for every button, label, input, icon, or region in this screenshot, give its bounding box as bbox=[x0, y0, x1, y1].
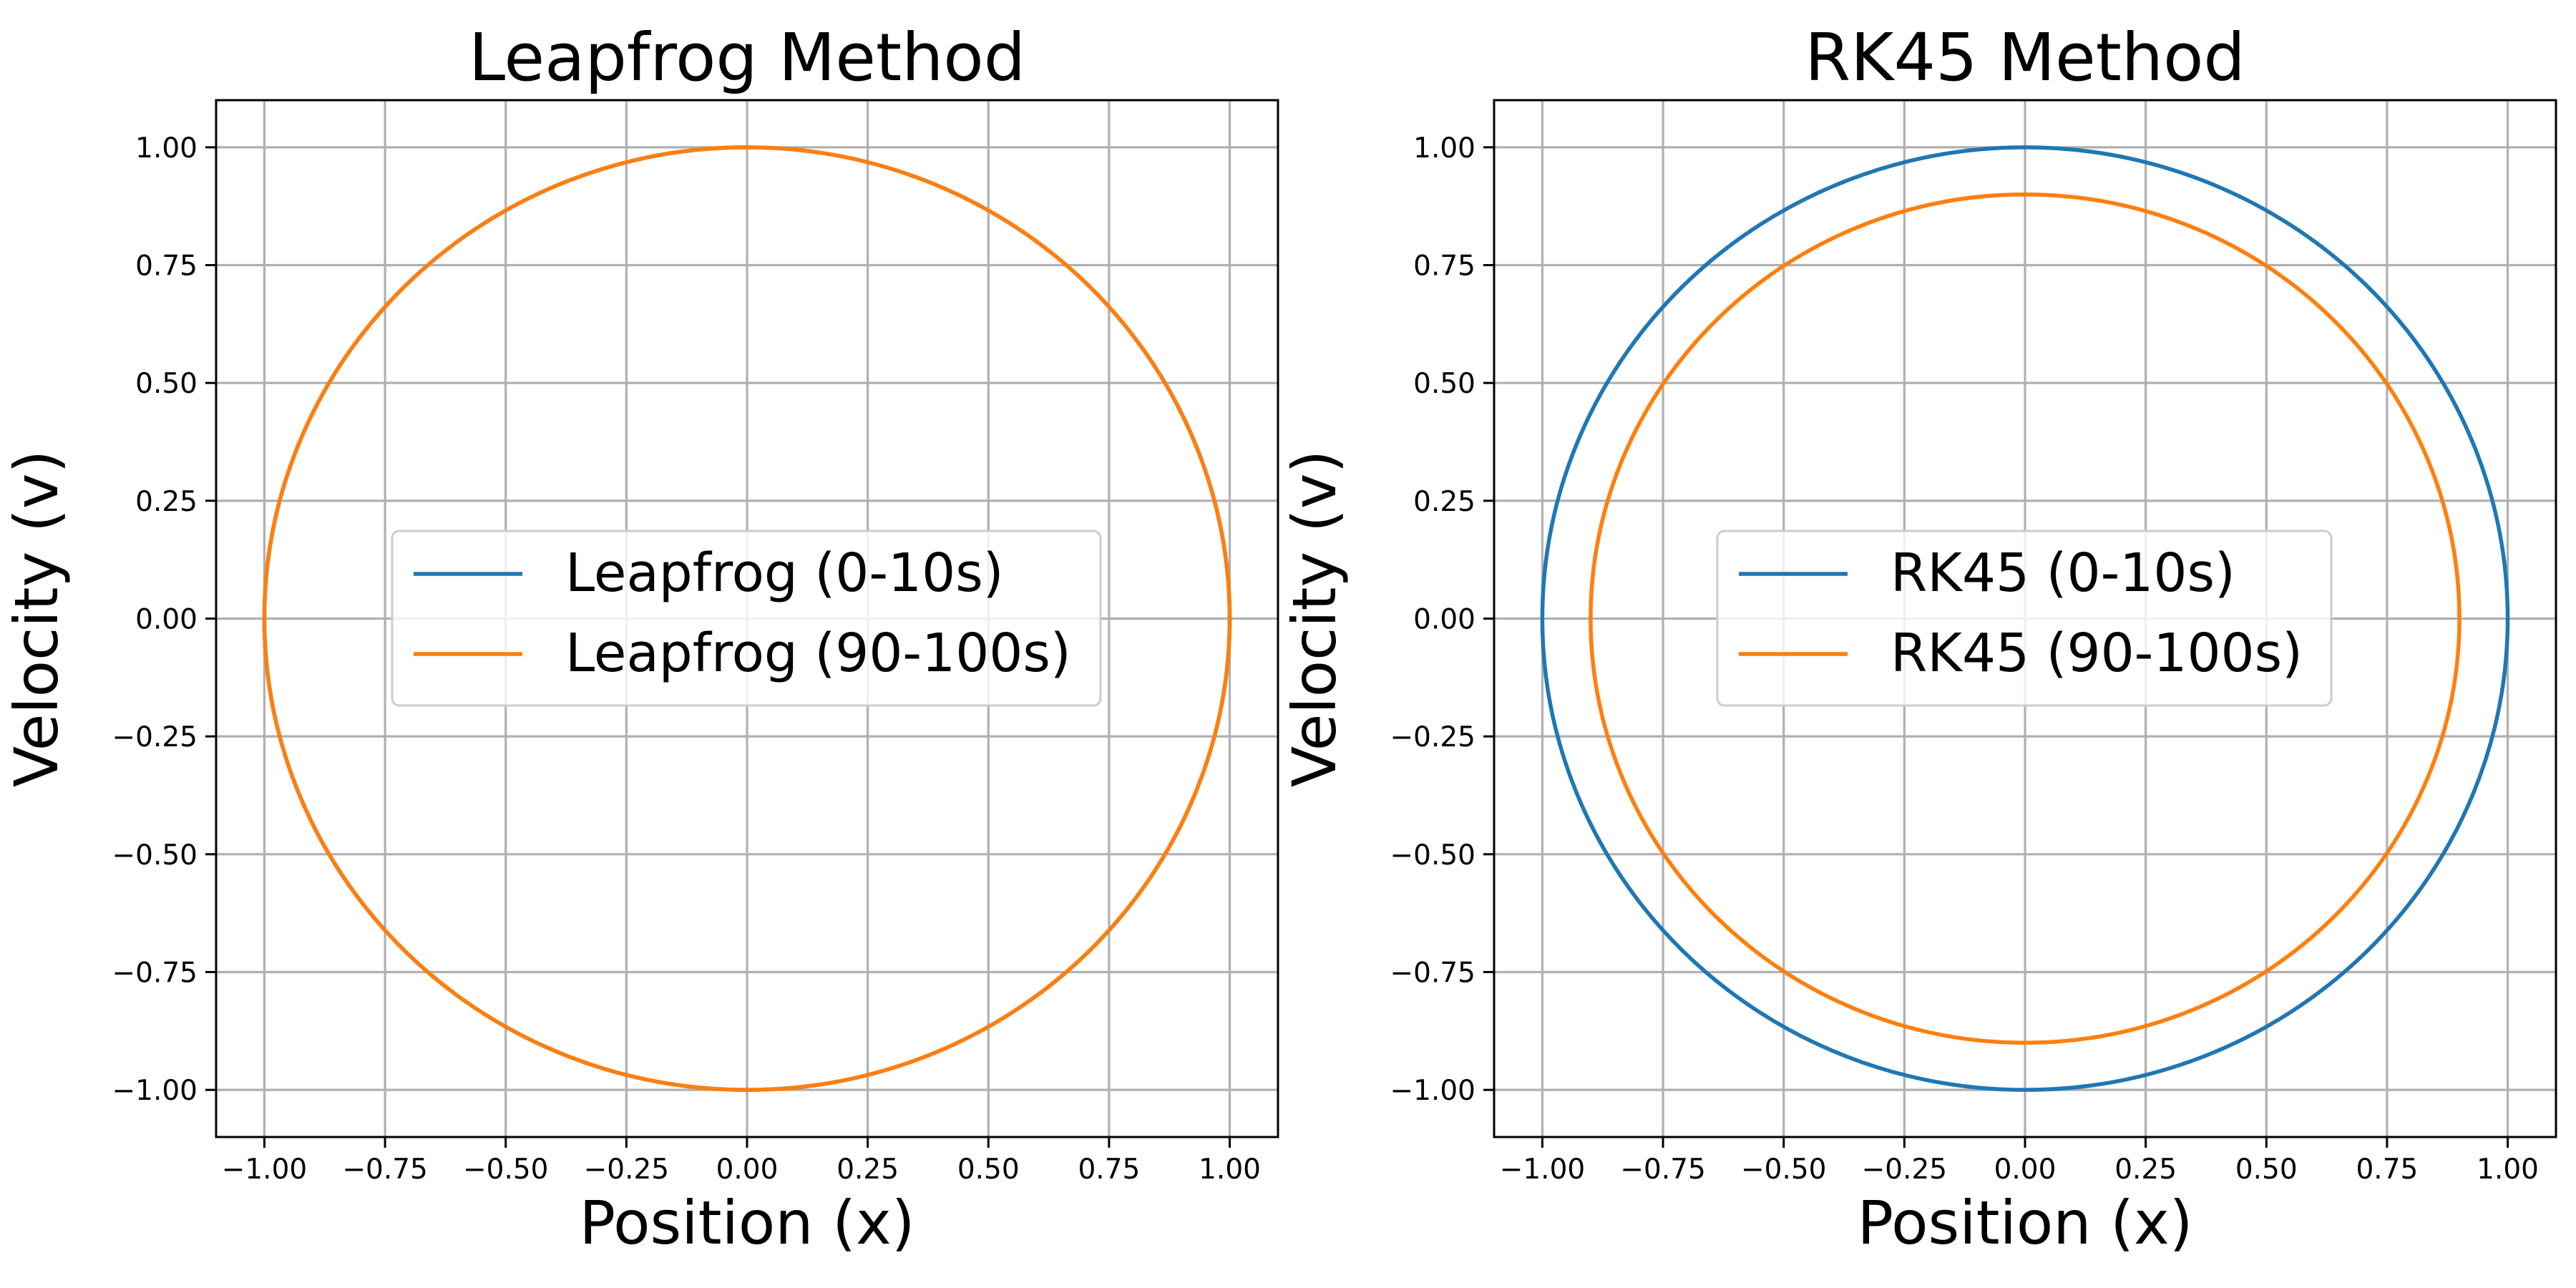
y-axis-label: Velocity (v) bbox=[1, 450, 72, 787]
x-tick-label: 0.00 bbox=[1994, 1153, 2057, 1186]
x-tick-label: 0.50 bbox=[957, 1153, 1020, 1186]
x-tick-label: 0.50 bbox=[2235, 1153, 2298, 1186]
chart-title: Leapfrog Method bbox=[469, 19, 1025, 96]
x-tick-label: −1.00 bbox=[1500, 1153, 1586, 1186]
x-tick-label: 1.00 bbox=[2477, 1153, 2539, 1186]
x-tick-label: 1.00 bbox=[1199, 1153, 1261, 1186]
x-tick-label: −1.00 bbox=[222, 1153, 308, 1186]
legend: Leapfrog (0-10s) Leapfrog (90-100s) bbox=[391, 530, 1102, 707]
legend-label-2: RK45 (90-100s) bbox=[1890, 623, 2303, 684]
y-tick-label: 1.00 bbox=[135, 132, 197, 165]
y-tick-label: 0.50 bbox=[1413, 368, 1475, 400]
y-axis-label: Velocity (v) bbox=[1279, 450, 1350, 787]
y-tick-label: −0.50 bbox=[112, 839, 197, 872]
y-tick-label: 0.25 bbox=[1413, 486, 1475, 518]
panel-2: −1.00 −1.00 −0.75 −0.75 −0.50 −0.50 −0.25 −0.25… bbox=[1279, 19, 2557, 1258]
legend-label-1: RK45 (0-10s) bbox=[1890, 542, 2235, 604]
x-tick-label: 0.00 bbox=[716, 1153, 779, 1186]
y-tick-label: −0.25 bbox=[112, 721, 197, 753]
y-tick-label: 0.00 bbox=[1413, 604, 1475, 636]
x-tick-label: −0.50 bbox=[1741, 1153, 1827, 1186]
legend-box bbox=[391, 530, 1102, 707]
y-tick-label: 0.00 bbox=[135, 604, 197, 636]
y-tick-label: −1.00 bbox=[1390, 1075, 1475, 1107]
x-tick-label: −0.75 bbox=[1620, 1153, 1706, 1186]
x-tick-label: −0.50 bbox=[463, 1153, 549, 1186]
y-tick-label: −0.75 bbox=[1390, 957, 1475, 989]
x-tick-label: −0.75 bbox=[342, 1153, 428, 1186]
series-curve-1 bbox=[1540, 145, 2510, 1092]
series-curve-2 bbox=[1589, 192, 2462, 1045]
panel-1: −1.00 −1.00 −0.75 −0.75 −0.50 −0.50 −0.25 −0.25… bbox=[1, 19, 1279, 1258]
y-tick-label: 0.75 bbox=[1413, 250, 1475, 283]
series-curve-2 bbox=[262, 145, 1232, 1092]
y-tick-label: 0.25 bbox=[135, 486, 197, 518]
y-tick-label: 0.50 bbox=[135, 368, 197, 400]
x-tick-label: 0.25 bbox=[2114, 1153, 2177, 1186]
chart-title: RK45 Method bbox=[1805, 19, 2245, 96]
y-tick-label: 0.75 bbox=[135, 250, 197, 283]
y-tick-label: −1.00 bbox=[112, 1075, 197, 1107]
x-tick-label: 0.25 bbox=[836, 1153, 899, 1186]
y-tick-label: −0.50 bbox=[1390, 839, 1475, 872]
x-tick-label: −0.25 bbox=[1862, 1153, 1948, 1186]
legend: RK45 (0-10s) RK45 (90-100s) bbox=[1716, 530, 2333, 707]
x-tick-label: 0.75 bbox=[2356, 1153, 2418, 1186]
x-axis-label: Position (x) bbox=[1857, 1188, 2192, 1258]
y-tick-label: −0.25 bbox=[1390, 721, 1475, 753]
legend-label-2: Leapfrog (90-100s) bbox=[565, 623, 1071, 684]
x-axis-label: Position (x) bbox=[579, 1188, 914, 1258]
y-tick-label: −0.75 bbox=[112, 957, 197, 989]
x-tick-label: 0.75 bbox=[1078, 1153, 1140, 1186]
y-tick-label: 1.00 bbox=[1413, 132, 1475, 165]
legend-box bbox=[1716, 530, 2333, 707]
x-tick-label: −0.25 bbox=[584, 1153, 670, 1186]
legend-label-1: Leapfrog (0-10s) bbox=[565, 542, 1004, 604]
